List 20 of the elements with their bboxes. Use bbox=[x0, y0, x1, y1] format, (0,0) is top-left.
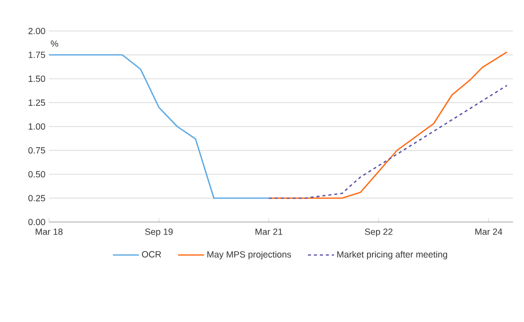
y-tick-label: 0.50 bbox=[28, 171, 46, 178]
y-tick-label: 0.25 bbox=[28, 194, 46, 202]
y-tick-label: 1.00 bbox=[28, 123, 46, 130]
x-tick-label: Mar 24 bbox=[475, 228, 502, 235]
y-tick-label: 2.00 bbox=[28, 28, 46, 34]
line-series bbox=[268, 84, 508, 199]
x-tick-label: Sep 22 bbox=[364, 228, 392, 237]
y-tick-label: 1.50 bbox=[28, 76, 46, 82]
line-series bbox=[48, 54, 270, 199]
y-axis-title: % bbox=[50, 40, 58, 47]
y-tick-label: 0.75 bbox=[28, 147, 46, 154]
x-tick-label: Mar 21 bbox=[256, 228, 282, 235]
legend-label: OCR bbox=[142, 251, 162, 258]
y-tick-label: 0.00 bbox=[28, 218, 46, 226]
x-tick-label: Sep 19 bbox=[145, 228, 173, 237]
x-tick-label: Mar 18 bbox=[36, 228, 63, 235]
legend-label: Market pricing after meeting bbox=[337, 251, 448, 260]
y-tick-label: 1.25 bbox=[28, 99, 46, 106]
y-tick-label: 1.75 bbox=[28, 52, 46, 58]
legend-label: May MPS projections bbox=[207, 251, 292, 260]
